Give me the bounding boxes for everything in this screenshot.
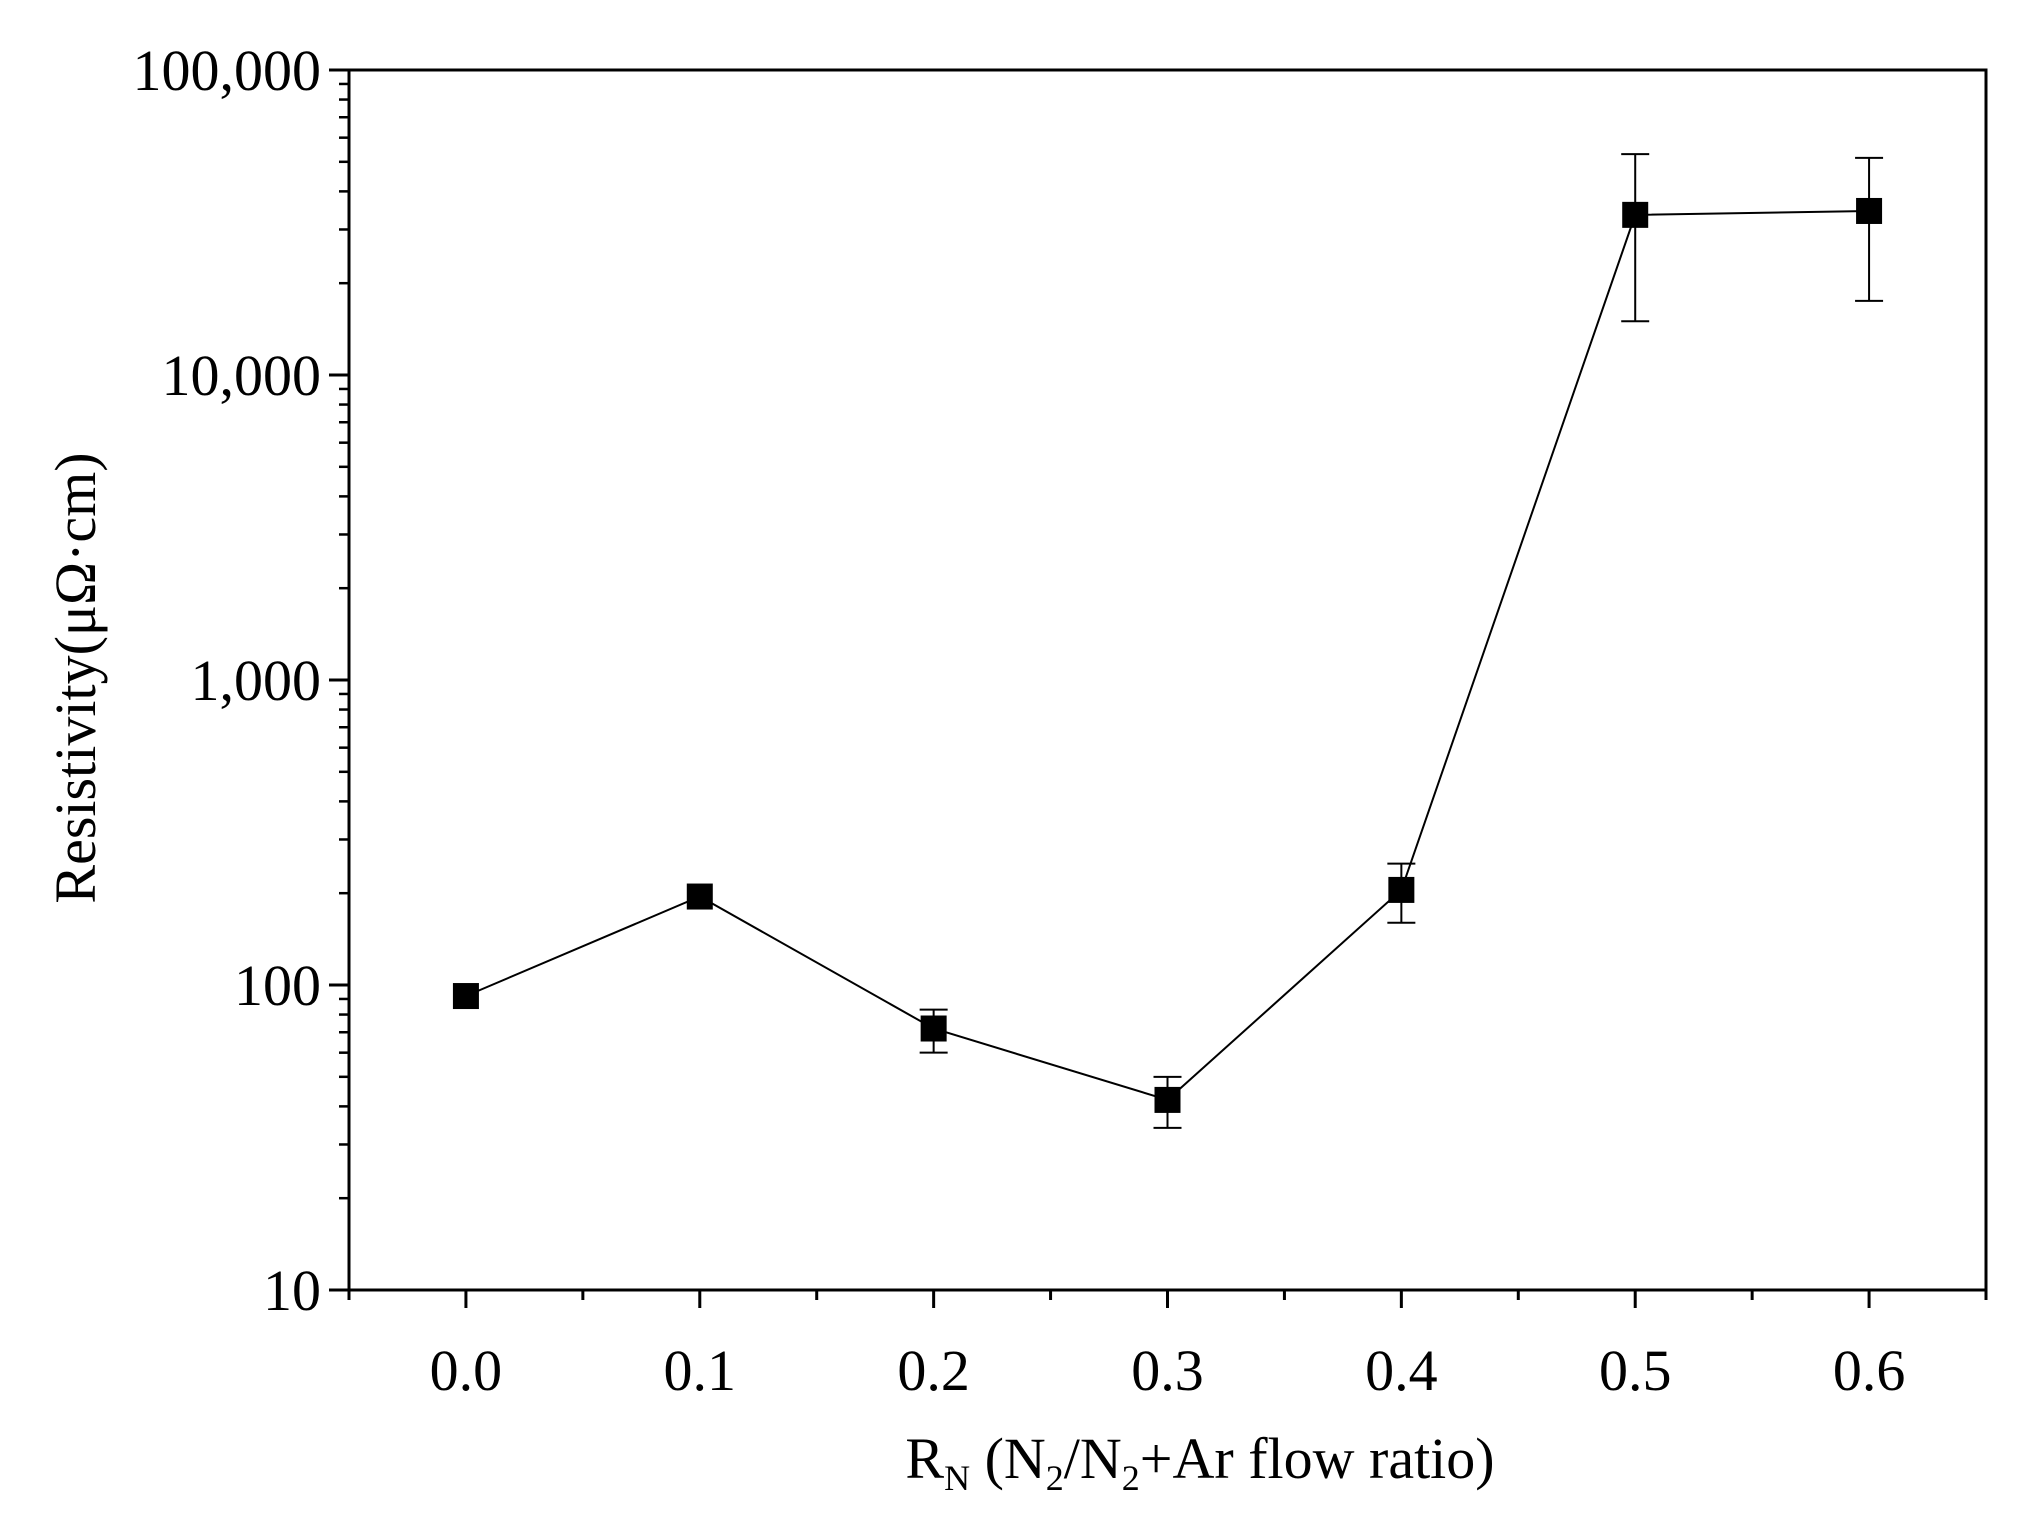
series-line-group <box>465 210 1870 1102</box>
x-axis-title-main-sub: N <box>944 1458 970 1498</box>
x-tick-label: 0.4 <box>1365 1338 1438 1403</box>
data-markers <box>452 197 1883 1113</box>
x-tick-label: 0.3 <box>1131 1338 1204 1403</box>
y-axis-ticks <box>329 68 349 1292</box>
y-axis-title: Resistivity(μΩ·cm) <box>43 452 108 903</box>
x-axis-title-part-2-sub: 2 <box>1122 1458 1140 1498</box>
y-tick-label: 1,000 <box>191 648 322 713</box>
data-point <box>1154 1086 1181 1113</box>
x-tick-label: 0.1 <box>664 1338 737 1403</box>
data-point <box>686 883 713 910</box>
data-point <box>1388 876 1415 903</box>
x-tick-labels: 0.0 0.1 0.2 0.3 0.4 0.5 0.6 <box>430 1338 1906 1403</box>
y-tick-label: 10 <box>263 1258 321 1323</box>
x-tick-label: 0.0 <box>430 1338 503 1403</box>
x-axis-ticks <box>347 1290 1988 1308</box>
data-point <box>1622 201 1649 228</box>
error-bars <box>919 153 1884 1129</box>
y-tick-label: 100,000 <box>133 38 322 103</box>
x-axis-title-main: R <box>905 1426 944 1491</box>
x-axis-title-part-3: +Ar flow ratio) <box>1140 1426 1495 1491</box>
x-tick-label: 0.2 <box>897 1338 970 1403</box>
x-axis-title-part-2: /N <box>1064 1426 1122 1491</box>
y-tick-labels: 10 100 1,000 10,000 100,000 <box>133 38 322 1323</box>
x-tick-label: 0.6 <box>1833 1338 1906 1403</box>
data-point <box>1856 197 1883 224</box>
series-line <box>465 210 1870 1102</box>
x-tick-label: 0.5 <box>1599 1338 1672 1403</box>
x-axis-title: RN (N2/N2+Ar flow ratio) <box>905 1426 1494 1498</box>
x-axis-title-part-1-sub: 2 <box>1046 1458 1064 1498</box>
y-tick-label: 10,000 <box>162 343 322 408</box>
data-point <box>920 1015 947 1042</box>
x-axis-title-part-1: (N <box>970 1426 1046 1491</box>
y-tick-label: 100 <box>234 953 321 1018</box>
data-point <box>452 983 479 1010</box>
